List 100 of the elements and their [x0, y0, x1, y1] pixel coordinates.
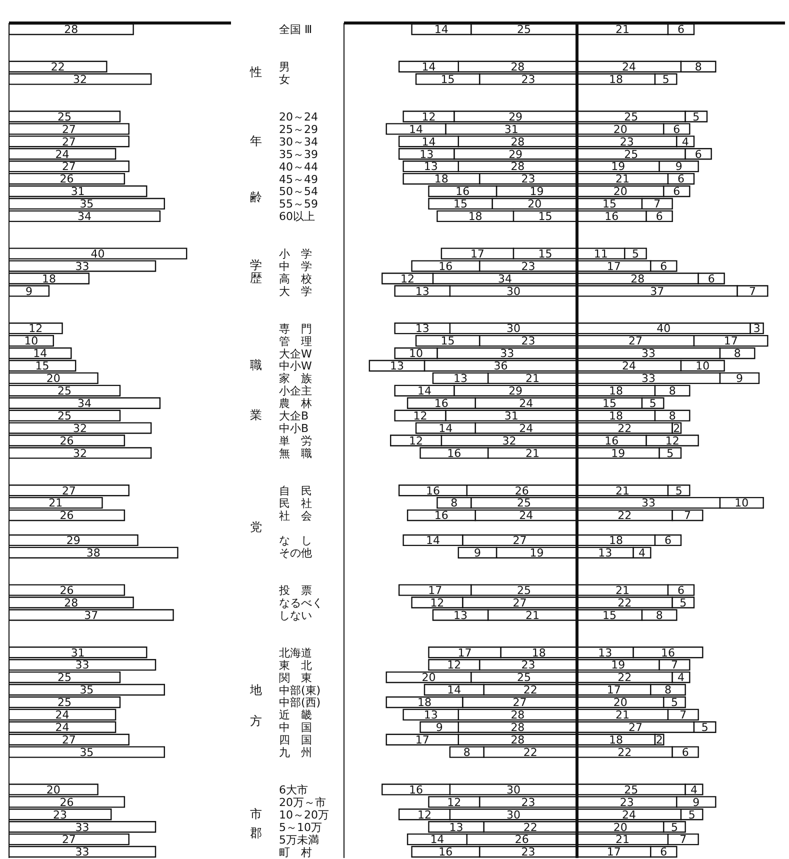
data-label: 34 [498, 272, 512, 286]
data-label: 12 [447, 658, 462, 672]
y-tick-label: 民 社 [279, 496, 312, 510]
data-label: 20 [46, 372, 60, 386]
data-label: 21 [616, 833, 630, 846]
y-tick-label: 25～29 [279, 122, 318, 136]
data-label: 13 [598, 546, 612, 560]
data-label: 4 [638, 546, 646, 560]
y-tick-label: 中小B [279, 422, 309, 436]
data-label: 27 [512, 596, 527, 610]
data-label: 6 [694, 148, 702, 161]
data-label: 12 [400, 272, 415, 286]
data-label: 10 [734, 496, 749, 510]
data-label: 27 [512, 534, 527, 548]
data-label: 16 [434, 509, 448, 522]
data-label: 26 [514, 484, 529, 498]
data-label: 5 [701, 721, 708, 734]
data-label: 28 [510, 60, 525, 74]
data-label: 40 [656, 322, 671, 336]
data-label: 27 [62, 734, 76, 747]
y-tick-label: 55～59 [279, 198, 318, 211]
data-label: 24 [622, 60, 636, 74]
data-label: 26 [60, 796, 74, 809]
data-label: 4 [678, 671, 684, 684]
data-label: 10 [409, 347, 424, 360]
data-label: 16 [447, 446, 462, 460]
text: 職 [250, 357, 262, 374]
data-label: 28 [510, 135, 525, 148]
y-tick-label: 大企B [279, 410, 309, 423]
data-label: 19 [530, 546, 544, 560]
data-label: 15 [602, 198, 616, 211]
data-label: 6 [708, 272, 715, 286]
data-label: 16 [604, 210, 619, 224]
data-label: 9 [675, 160, 682, 174]
data-label: 18 [532, 646, 546, 660]
data-label: 13 [424, 160, 438, 174]
data-label: 27 [62, 122, 76, 136]
data-label: 8 [694, 60, 702, 74]
data-label: 25 [58, 696, 72, 710]
y-tick-label: 町 村 [279, 846, 312, 859]
data-label: 13 [454, 372, 468, 386]
data-label: 13 [390, 360, 404, 373]
data-label: 8 [734, 347, 741, 360]
data-label: 26 [60, 434, 74, 448]
data-label: 16 [604, 434, 619, 448]
y-tick-label: 中部(西) [279, 696, 321, 710]
data-label: 13 [424, 708, 438, 722]
data-label: 30 [506, 284, 520, 298]
data-label: 5 [688, 808, 696, 822]
data-label: 5 [671, 696, 678, 710]
data-label: 20 [613, 122, 628, 136]
data-label: 32 [502, 434, 516, 448]
data-label: 23 [521, 334, 536, 348]
y-tick-label: 35～39 [279, 148, 318, 161]
y-tick-label: 5万未満 [279, 833, 319, 846]
data-label: 32 [73, 422, 88, 435]
data-label: 14 [33, 347, 48, 360]
data-label: 36 [494, 360, 508, 373]
data-label: 18 [42, 272, 56, 286]
y-tick-label: 中 学 [279, 260, 312, 274]
data-label: 6 [660, 260, 668, 273]
data-label: 19 [611, 160, 626, 174]
data-label: 10 [696, 360, 710, 373]
data-label: 15 [440, 72, 455, 86]
y-tick-label: しない [279, 608, 312, 622]
data-label: 20 [613, 820, 628, 834]
data-label: 15 [602, 608, 616, 622]
data-label: 38 [86, 546, 100, 560]
data-label: 30 [506, 808, 520, 822]
data-label: 23 [521, 658, 536, 672]
data-label: 25 [517, 23, 532, 36]
data-label: 23 [620, 796, 634, 809]
data-label: 8 [463, 746, 470, 759]
data-label: 27 [62, 833, 76, 846]
data-label: 24 [622, 360, 636, 373]
data-label: 18 [434, 172, 448, 186]
data-label: 13 [598, 646, 612, 660]
y-tick-label: 農 林 [279, 397, 312, 410]
data-label: 17 [606, 846, 621, 859]
data-label: 35 [80, 684, 94, 697]
data-label: 14 [422, 60, 436, 74]
data-label: 22 [523, 820, 538, 834]
data-label: 5 [692, 110, 700, 124]
data-label: 12 [417, 808, 432, 822]
y-tick-label: 四 国 [279, 734, 312, 747]
y-tick-label: 40～44 [279, 160, 318, 174]
data-label: 14 [447, 684, 462, 697]
data-label: 13 [420, 148, 434, 161]
data-label: 24 [622, 808, 636, 822]
data-label: 5 [662, 72, 670, 86]
data-label: 34 [77, 397, 92, 410]
data-label: 6 [664, 534, 672, 548]
data-label: 6 [673, 122, 680, 136]
data-label: 10 [24, 334, 38, 348]
y-tick-label: 20万～市 [279, 796, 326, 809]
data-label: 31 [70, 185, 85, 198]
data-label: 24 [519, 422, 534, 435]
data-label: 12 [28, 322, 43, 336]
data-label: 34 [77, 210, 92, 224]
data-label: 23 [521, 260, 536, 273]
